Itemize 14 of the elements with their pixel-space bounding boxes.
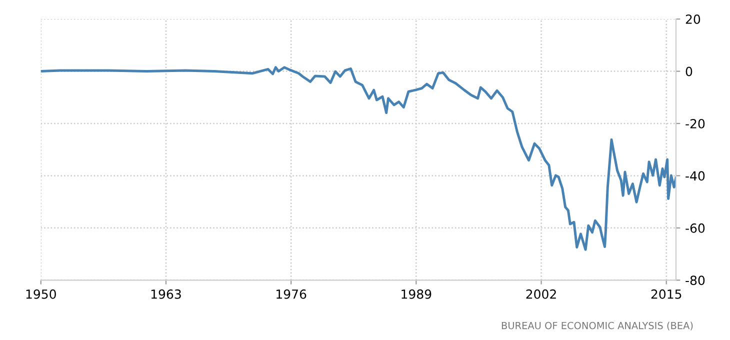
- line-series: [40, 66, 676, 251]
- y-tick-label: 0: [686, 66, 692, 76]
- x-tick-label: 1950: [26, 289, 56, 299]
- x-tick-label: 1976: [276, 289, 306, 299]
- x-tick-label: 1963: [151, 289, 181, 299]
- y-tick-label: 20: [686, 14, 700, 24]
- y-tick-label: -40: [686, 171, 705, 181]
- y-tick-label: -80: [686, 276, 705, 286]
- x-tick-label: 2002: [526, 289, 556, 299]
- y-tick-label: -60: [686, 223, 705, 233]
- x-tick-label: 2015: [651, 289, 682, 299]
- y-tick-label: -20: [686, 118, 705, 128]
- x-tick-label: 1989: [402, 289, 432, 299]
- text: BUREAU OF ECONOMIC ANALYSIS (BEA): [502, 322, 693, 330]
